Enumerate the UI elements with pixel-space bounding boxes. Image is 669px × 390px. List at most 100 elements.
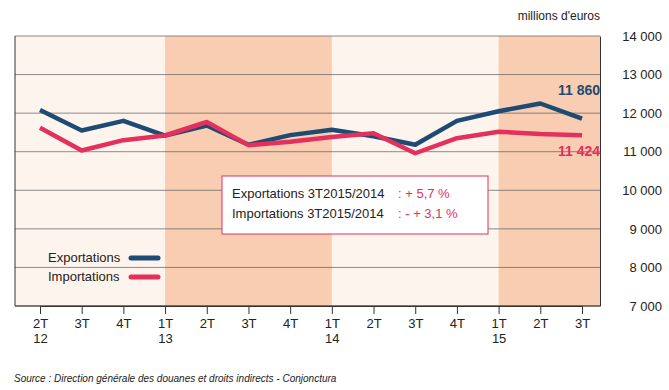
x-tick-label-line: 14 — [325, 331, 339, 346]
x-tick-mark — [165, 306, 166, 314]
x-tick-label-line: 3T — [575, 316, 590, 331]
x-tick-label: 2T — [200, 316, 215, 331]
y-tick-label: 7 000 — [629, 299, 662, 314]
annotation-value: : + 5,7 % — [398, 186, 450, 201]
x-tick: 3T — [75, 306, 90, 331]
x-tick-mark — [290, 306, 291, 314]
grid — [15, 36, 600, 306]
plot-background — [15, 36, 600, 306]
x-tick-label-line: 4T — [450, 316, 465, 331]
x-tick-mark — [332, 306, 333, 314]
grid-line — [15, 113, 600, 114]
x-tick-mark — [207, 306, 208, 314]
x-tick-label-line: 3T — [75, 316, 90, 331]
x-tick-label-line: 1T — [325, 316, 340, 331]
x-tick-label-line: 2T — [200, 316, 215, 331]
x-tick: 1T14 — [325, 306, 340, 346]
x-tick-label-line: 3T — [241, 316, 256, 331]
x-tick-label-line: 1T — [158, 316, 173, 331]
y-tick-label: 12 000 — [622, 106, 662, 121]
x-tick-mark — [123, 306, 124, 314]
x-tick-mark — [374, 306, 375, 314]
x-axis-line — [41, 307, 583, 315]
y-tick: 14 000 — [600, 29, 662, 44]
y-tick: 12 000 — [600, 106, 662, 121]
x-tick: 2T — [366, 306, 381, 331]
x-tick-label: 1T14 — [325, 316, 340, 346]
x-tick-mark — [540, 306, 541, 314]
x-tick-label: 3T — [75, 316, 90, 331]
x-tick: 4T — [450, 306, 465, 331]
x-tick-label-line: 2T — [533, 316, 548, 331]
x-tick: 3T — [241, 306, 256, 331]
x-tick-label-line: 13 — [158, 331, 172, 346]
x-tick-label-line: 2T — [33, 316, 48, 331]
x-tick: 4T — [116, 306, 131, 331]
x-tick-mark — [582, 306, 583, 314]
y-axis: 7 000 8 000 9 000 10 000 11 000 12 000 13 000 1… — [600, 29, 662, 314]
x-tick-label-line: 4T — [283, 316, 298, 331]
grid-line — [15, 36, 600, 37]
x-tick: 3T — [408, 306, 423, 331]
x-tick-label: 4T — [116, 316, 131, 331]
x-tick-mark — [415, 306, 416, 314]
x-tick-label-line: 2T — [366, 316, 381, 331]
lines — [40, 104, 582, 154]
series-line — [40, 122, 582, 153]
x-tick-mark — [457, 306, 458, 314]
y-tick-label: 8 000 — [629, 260, 662, 275]
x-tick-label-line: 1T — [492, 316, 507, 331]
x-tick-label: 2T — [533, 316, 548, 331]
x-tick-mark — [40, 306, 41, 314]
x-tick-mark — [499, 306, 500, 314]
y-tick: 13 000 — [600, 67, 662, 82]
y-axis-title: millions d'euros — [518, 9, 600, 23]
x-tick: 3T — [575, 306, 590, 331]
y-tick: 10 000 — [600, 183, 662, 198]
grid-line — [15, 74, 600, 75]
source: Source : Direction générale des douanes … — [14, 373, 337, 384]
y-tick-label: 13 000 — [622, 67, 662, 82]
annotation-box — [222, 176, 488, 234]
x-tick: 1T13 — [158, 306, 173, 346]
year-band — [499, 36, 600, 306]
x-tick-label: 2T — [366, 316, 381, 331]
x-tick-label-line: 12 — [33, 331, 47, 346]
y-tick: 9 000 — [600, 222, 662, 237]
annotation-label: Exportations 3T2015/2014 — [232, 186, 385, 201]
grid-line — [15, 151, 600, 152]
x-tick-label: 1T15 — [492, 316, 507, 346]
x-tick-label: 1T13 — [158, 316, 173, 346]
chart: 7 000 8 000 9 000 10 000 11 000 12 000 13 000 1… — [0, 0, 669, 390]
x-tick-label-line: 15 — [492, 331, 506, 346]
x-tick-mark — [82, 306, 83, 314]
x-tick-label: 4T — [283, 316, 298, 331]
y-tick-label: 9 000 — [629, 222, 662, 237]
y-tick: 11 000 — [600, 144, 662, 159]
x-axis: 2T123T4T1T132T3T4T1T142T3T4T1T152T3T — [33, 306, 590, 346]
x-tick-label: 2T12 — [33, 316, 48, 346]
y-tick: 8 000 — [600, 260, 662, 275]
x-tick-label: 4T — [450, 316, 465, 331]
grid-line — [15, 267, 600, 268]
legend-swatch — [131, 275, 158, 280]
annotation-label: Importations 3T2015/2014 — [232, 206, 384, 221]
y-tick-label: 10 000 — [622, 183, 662, 198]
x-tick-label: 3T — [408, 316, 423, 331]
x-tick-label-line: 4T — [116, 316, 131, 331]
x-tick: 1T15 — [492, 306, 507, 346]
year-band — [165, 36, 332, 306]
legend-label: Importations — [48, 269, 120, 284]
y-tick: 7 000 — [600, 299, 662, 314]
frame-left — [15, 36, 16, 306]
x-tick-mark — [248, 306, 249, 314]
x-tick: 4T — [283, 306, 298, 331]
y-tick-label: 14 000 — [622, 29, 662, 44]
x-tick: 2T — [200, 306, 215, 331]
data-label: 11 860 — [558, 82, 600, 98]
x-tick: 2T12 — [33, 306, 48, 346]
x-tick-label: 3T — [241, 316, 256, 331]
legend-swatch — [131, 256, 158, 261]
y-axis-line — [600, 37, 601, 307]
annotation-value: : - + 3,1 % — [398, 206, 458, 221]
